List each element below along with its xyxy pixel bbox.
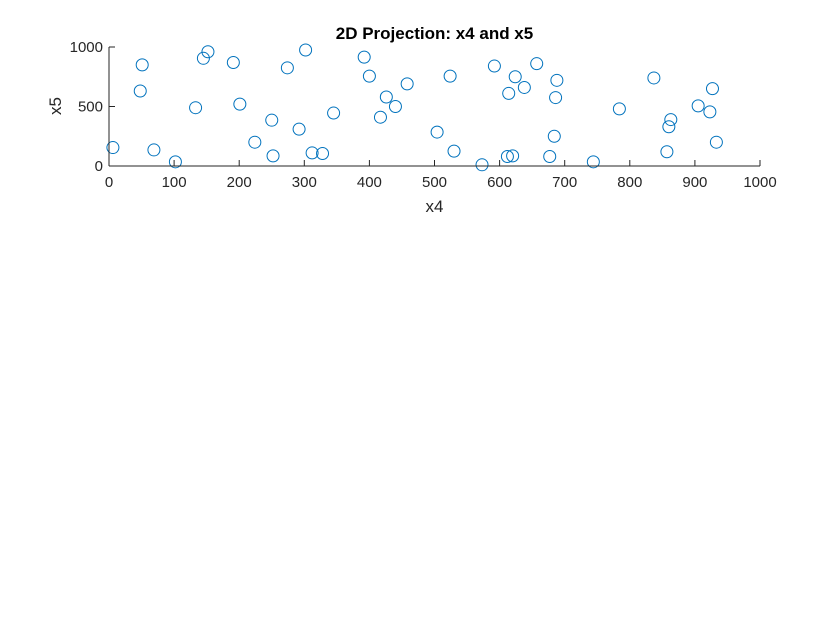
scatter-point: [379, 90, 393, 104]
y-tick-label: 500: [78, 99, 103, 116]
scatter-point: [547, 129, 561, 143]
scatter-point: [147, 143, 161, 157]
scatter-point: [168, 155, 182, 169]
scatter-point: [586, 155, 600, 169]
y-tick-label: 0: [95, 158, 103, 175]
scatter-point: [226, 55, 240, 69]
x-tick-label: 500: [422, 174, 447, 191]
scatter-point: [705, 82, 719, 96]
x-axis: 0 100 200 300 400 500 600 700 800 900 1000: [105, 160, 777, 191]
scatter-point: [447, 144, 461, 158]
x-tick-label: 300: [292, 174, 317, 191]
scatter-point: [508, 70, 522, 84]
scatter-point: [265, 113, 279, 127]
scatter-point: [357, 50, 371, 64]
scatter-point: [475, 158, 489, 172]
x-tick-label: 400: [357, 174, 382, 191]
scatter-point: [135, 58, 149, 72]
scatter-point: [709, 135, 723, 149]
scatter-point: [500, 149, 514, 163]
x-tick-label: 600: [487, 174, 512, 191]
scatter-point: [664, 113, 678, 127]
x-tick-label: 700: [552, 174, 577, 191]
scatter-point: [647, 71, 661, 85]
scatter-point: [233, 97, 247, 111]
scatter-point: [487, 59, 501, 73]
scatter-point: [543, 149, 557, 163]
x-tick-label: 200: [227, 174, 252, 191]
scatter-point: [502, 86, 516, 100]
scatter-point: [299, 43, 313, 57]
scatter-point: [280, 61, 294, 75]
scatter-point: [133, 84, 147, 98]
scatter-point: [430, 125, 444, 139]
scatter-point: [305, 146, 319, 160]
scatter-point: [189, 101, 203, 115]
x-tick-label: 100: [162, 174, 187, 191]
scatter-point: [362, 69, 376, 83]
y-axis: 0 500 1000: [70, 39, 115, 175]
scatter-point: [373, 110, 387, 124]
scatter-point: [196, 51, 210, 65]
scatter-point: [691, 99, 705, 113]
scatter-point: [327, 106, 341, 120]
scatter-point: [443, 69, 457, 83]
scatter-point: [400, 77, 414, 91]
scatter-point: [517, 80, 531, 94]
x-axis-label: x4: [426, 197, 444, 216]
scatter-point: [266, 149, 280, 163]
scatter-point: [292, 122, 306, 136]
y-axis-label: x5: [46, 97, 65, 115]
scatter-point: [506, 149, 520, 163]
scatter-point: [248, 135, 262, 149]
scatter-point: [201, 45, 215, 59]
scatter-point: [530, 57, 544, 71]
scatter-point: [612, 102, 626, 116]
scatter-point: [662, 120, 676, 134]
x-tick-label: 1000: [743, 174, 776, 191]
scatter-point: [388, 100, 402, 113]
scatter-point: [549, 91, 563, 105]
x-tick-label: 800: [617, 174, 642, 191]
x-tick-label: 900: [682, 174, 707, 191]
chart-title: 2D Projection: x4 and x5: [336, 24, 533, 43]
scatter-point: [703, 105, 717, 119]
x-tick-label: 0: [105, 174, 113, 191]
y-tick-label: 1000: [70, 39, 103, 56]
scatter-point: [106, 141, 120, 155]
scatter-point: [550, 73, 564, 87]
scatter-point: [660, 145, 674, 159]
plot-area: [106, 43, 723, 172]
scatter-point: [316, 147, 330, 161]
